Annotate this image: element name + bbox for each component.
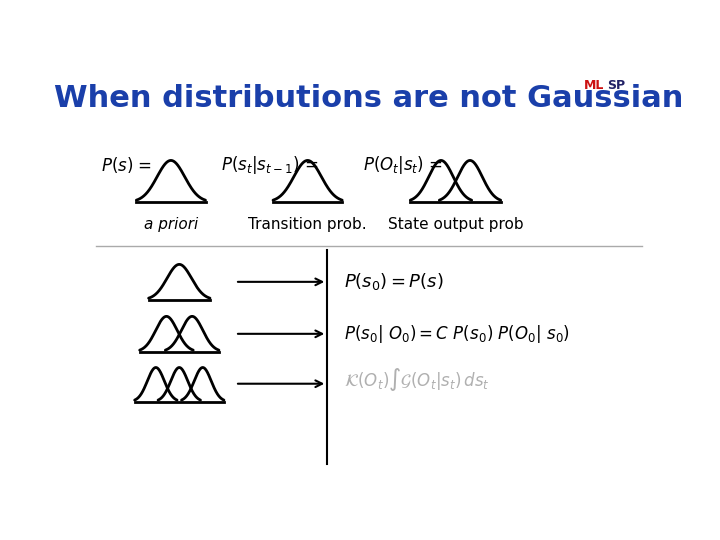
- Text: $P(s_t|s_{t-1})$ =: $P(s_t|s_{t-1})$ =: [221, 153, 318, 176]
- Text: $\mathcal{K}(O_t) \int \mathcal{G}(O_t|s_t)\, ds_t$: $\mathcal{K}(O_t) \int \mathcal{G}(O_t|s…: [344, 366, 490, 393]
- Text: When distributions are not Gaussian: When distributions are not Gaussian: [54, 84, 684, 112]
- Text: $P(O_t|s_t)$ =: $P(O_t|s_t)$ =: [364, 153, 444, 176]
- Text: State output prob: State output prob: [387, 218, 523, 232]
- Text: $P(s)$ =: $P(s)$ =: [101, 154, 152, 174]
- Text: Transition prob.: Transition prob.: [248, 218, 367, 232]
- Text: $P(s_0|\ O_0) = C\ P(s_0)\ P(O_0|\ s_0)$: $P(s_0|\ O_0) = C\ P(s_0)\ P(O_0|\ s_0)$: [344, 323, 570, 345]
- Text: $P(s_0) = P(s)$: $P(s_0) = P(s)$: [344, 271, 444, 292]
- Text: ML: ML: [584, 79, 604, 92]
- Text: SP: SP: [607, 79, 626, 92]
- Text: a priori: a priori: [144, 218, 198, 232]
